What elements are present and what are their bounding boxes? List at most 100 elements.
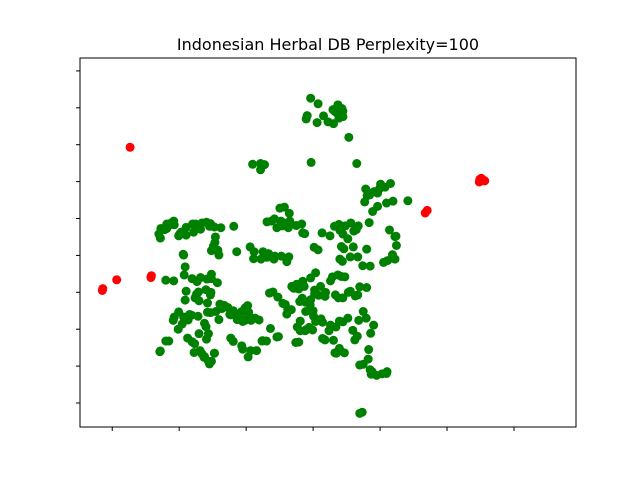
data-point-green: [382, 368, 392, 378]
data-point-green: [339, 348, 349, 358]
data-point-green: [358, 307, 368, 317]
data-point-green: [390, 254, 400, 264]
data-point-green: [294, 337, 304, 347]
chart-title: Indonesian Herbal DB Perplexity=100: [177, 35, 479, 54]
data-point-green: [276, 251, 286, 261]
data-point-green: [283, 223, 293, 233]
data-point-green: [237, 307, 247, 317]
data-point-green: [286, 305, 296, 315]
data-point-green: [352, 159, 362, 169]
data-point-green: [187, 274, 197, 284]
data-point-green: [311, 268, 321, 278]
data-point-green: [209, 348, 219, 358]
data-point-green: [403, 196, 413, 206]
data-point-green: [202, 298, 212, 308]
data-point-green: [284, 208, 294, 218]
data-point-green: [190, 339, 200, 349]
data-point-green: [306, 93, 316, 103]
data-point-green: [179, 312, 189, 322]
data-point-green: [180, 262, 190, 272]
data-point-green: [318, 333, 328, 343]
data-point-green: [229, 221, 239, 231]
data-point-green: [369, 320, 379, 330]
data-point-green: [254, 315, 264, 325]
data-point-green: [343, 313, 353, 323]
data-point-green: [265, 323, 275, 333]
data-point-green: [313, 99, 323, 109]
data-point-red: [112, 275, 122, 285]
data-point-green: [181, 286, 191, 296]
data-point-green: [339, 244, 349, 254]
data-point-green: [161, 275, 171, 285]
data-point-green: [335, 254, 345, 264]
data-point-green: [206, 287, 216, 297]
axis-ticks: [76, 70, 515, 431]
data-point-green: [214, 250, 224, 260]
plot-frame: [79, 57, 577, 428]
data-point-green: [284, 252, 294, 262]
data-point-green: [228, 336, 238, 346]
data-point-green: [364, 218, 374, 228]
data-point-green: [249, 247, 259, 257]
data-point-green: [325, 231, 335, 241]
data-point-green: [275, 203, 285, 213]
data-point-green: [206, 269, 216, 279]
data-point-green: [345, 252, 355, 262]
data-point-green: [355, 360, 365, 370]
data-point-green: [343, 234, 353, 244]
data-point-green: [346, 218, 356, 228]
data-point-green: [375, 184, 385, 194]
data-point-green: [309, 242, 319, 252]
data-point-green: [208, 241, 218, 251]
data-point-green: [328, 335, 338, 345]
data-point-green: [252, 346, 262, 356]
data-point-green: [354, 315, 364, 325]
data-point-green: [320, 291, 330, 301]
data-point-green: [317, 228, 327, 238]
data-points: [97, 93, 490, 418]
data-point-green: [328, 119, 338, 129]
data-point-green: [194, 296, 204, 306]
data-point-green: [212, 278, 222, 288]
data-point-green: [364, 345, 374, 355]
data-point-red: [479, 176, 489, 186]
data-point-green: [169, 276, 179, 286]
data-point-green: [202, 307, 212, 317]
data-point-green: [177, 319, 187, 329]
data-point-green: [385, 178, 395, 188]
data-point-green: [189, 227, 199, 237]
data-point-green: [297, 219, 307, 229]
data-point-green: [390, 232, 400, 242]
data-point-green: [269, 254, 279, 264]
data-point-green: [328, 105, 338, 115]
data-point-green: [262, 217, 272, 227]
data-point-green: [201, 334, 211, 344]
data-point-green: [261, 336, 271, 346]
data-point-green: [366, 328, 376, 338]
data-point-green: [164, 336, 174, 346]
data-point-green: [219, 300, 229, 310]
data-point-green: [180, 295, 190, 305]
data-point-green: [362, 244, 372, 254]
data-point-green: [273, 292, 283, 302]
data-point-green: [178, 249, 188, 259]
data-point-green: [201, 322, 211, 332]
data-point-green: [351, 225, 361, 235]
data-point-green: [355, 282, 365, 292]
data-point-green: [205, 219, 215, 229]
data-point-green: [353, 290, 363, 300]
data-point-green: [306, 157, 316, 167]
data-point-green: [343, 287, 353, 297]
data-point-green: [298, 228, 308, 238]
data-point-green: [348, 242, 358, 252]
data-point-green: [256, 165, 266, 175]
data-point-green: [358, 261, 368, 271]
data-point-green: [298, 276, 308, 286]
data-point-green: [189, 347, 199, 357]
data-point-green: [373, 201, 383, 211]
data-point-green: [210, 232, 220, 242]
data-point-green: [302, 111, 312, 121]
data-point-green: [304, 322, 314, 332]
data-point-green: [353, 252, 363, 262]
